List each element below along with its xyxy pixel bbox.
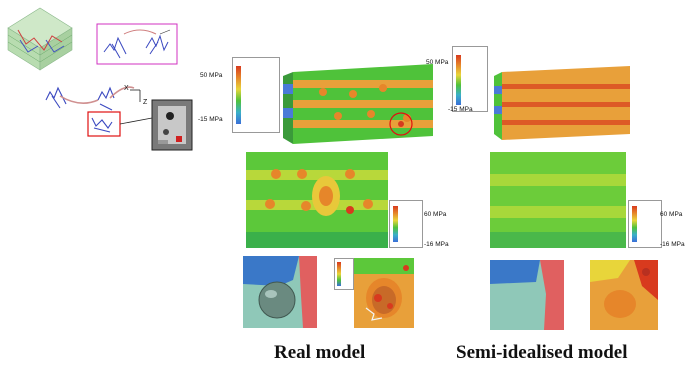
real-model-stress-detail [354, 258, 414, 328]
legend-colorbar [632, 206, 637, 242]
mesh-illustration-svg [7, 7, 193, 151]
stress-label-top-right-min: -15 MPa [448, 106, 473, 113]
real-stress-detail-svg [354, 258, 414, 328]
stress-label-mid-left-min: -16 MPa [424, 241, 449, 248]
caption-real-model: Real model [274, 342, 366, 363]
fibre-path-overview [45, 86, 153, 137]
legend-detail [334, 258, 354, 290]
caption-semi-idealised-model: Semi-idealised model [456, 342, 628, 363]
stress-label-mid-right-min: -16 MPa [660, 241, 685, 248]
real-model-section-svg [246, 152, 388, 248]
semi-model-section [490, 152, 626, 248]
legend-colorbar [337, 262, 341, 286]
zoom-connector-line [119, 117, 153, 125]
semi-model-3d-block [494, 62, 634, 144]
real-model-inclusion-detail [243, 256, 317, 328]
stress-label-top-right-max: 50 MPa [426, 59, 449, 66]
semi-inclusion-svg [490, 260, 564, 330]
axis-triad [130, 89, 141, 102]
axis-label-x: X [124, 85, 129, 92]
legend-mid-right [628, 200, 662, 248]
real-model-3d-block [283, 58, 438, 148]
real-model-section [246, 152, 388, 248]
stress-label-top-left-max: 50 MPa [200, 72, 223, 79]
semi-model-3d-svg [494, 66, 630, 140]
semi-stress-detail-svg [590, 260, 658, 330]
legend-colorbar [236, 66, 241, 124]
isometric-laminate-box [7, 7, 73, 71]
mesh-illustration-panel: X Z [0, 0, 200, 160]
legend-mid-left [389, 200, 423, 248]
real-model-3d-svg [283, 64, 433, 144]
legend-colorbar [393, 206, 398, 242]
zoomed-inset [151, 99, 193, 151]
legend-top-right [452, 46, 488, 112]
stress-label-top-left-min: -15 MPa [198, 116, 223, 123]
real-inclusion-svg [243, 256, 317, 328]
highlight-box [87, 111, 121, 137]
semi-model-inclusion-detail [490, 260, 564, 330]
stress-label-mid-right-max: 60 MPa [660, 211, 683, 218]
axis-label-z: Z [143, 99, 148, 106]
semi-model-section-svg [490, 152, 626, 248]
semi-model-stress-detail [590, 260, 658, 330]
fibre-detail-frame [96, 23, 178, 65]
stress-label-mid-left-max: 60 MPa [424, 211, 447, 218]
failure-highlight-circle [389, 112, 413, 136]
legend-colorbar [456, 55, 461, 105]
legend-top-left [232, 57, 280, 133]
